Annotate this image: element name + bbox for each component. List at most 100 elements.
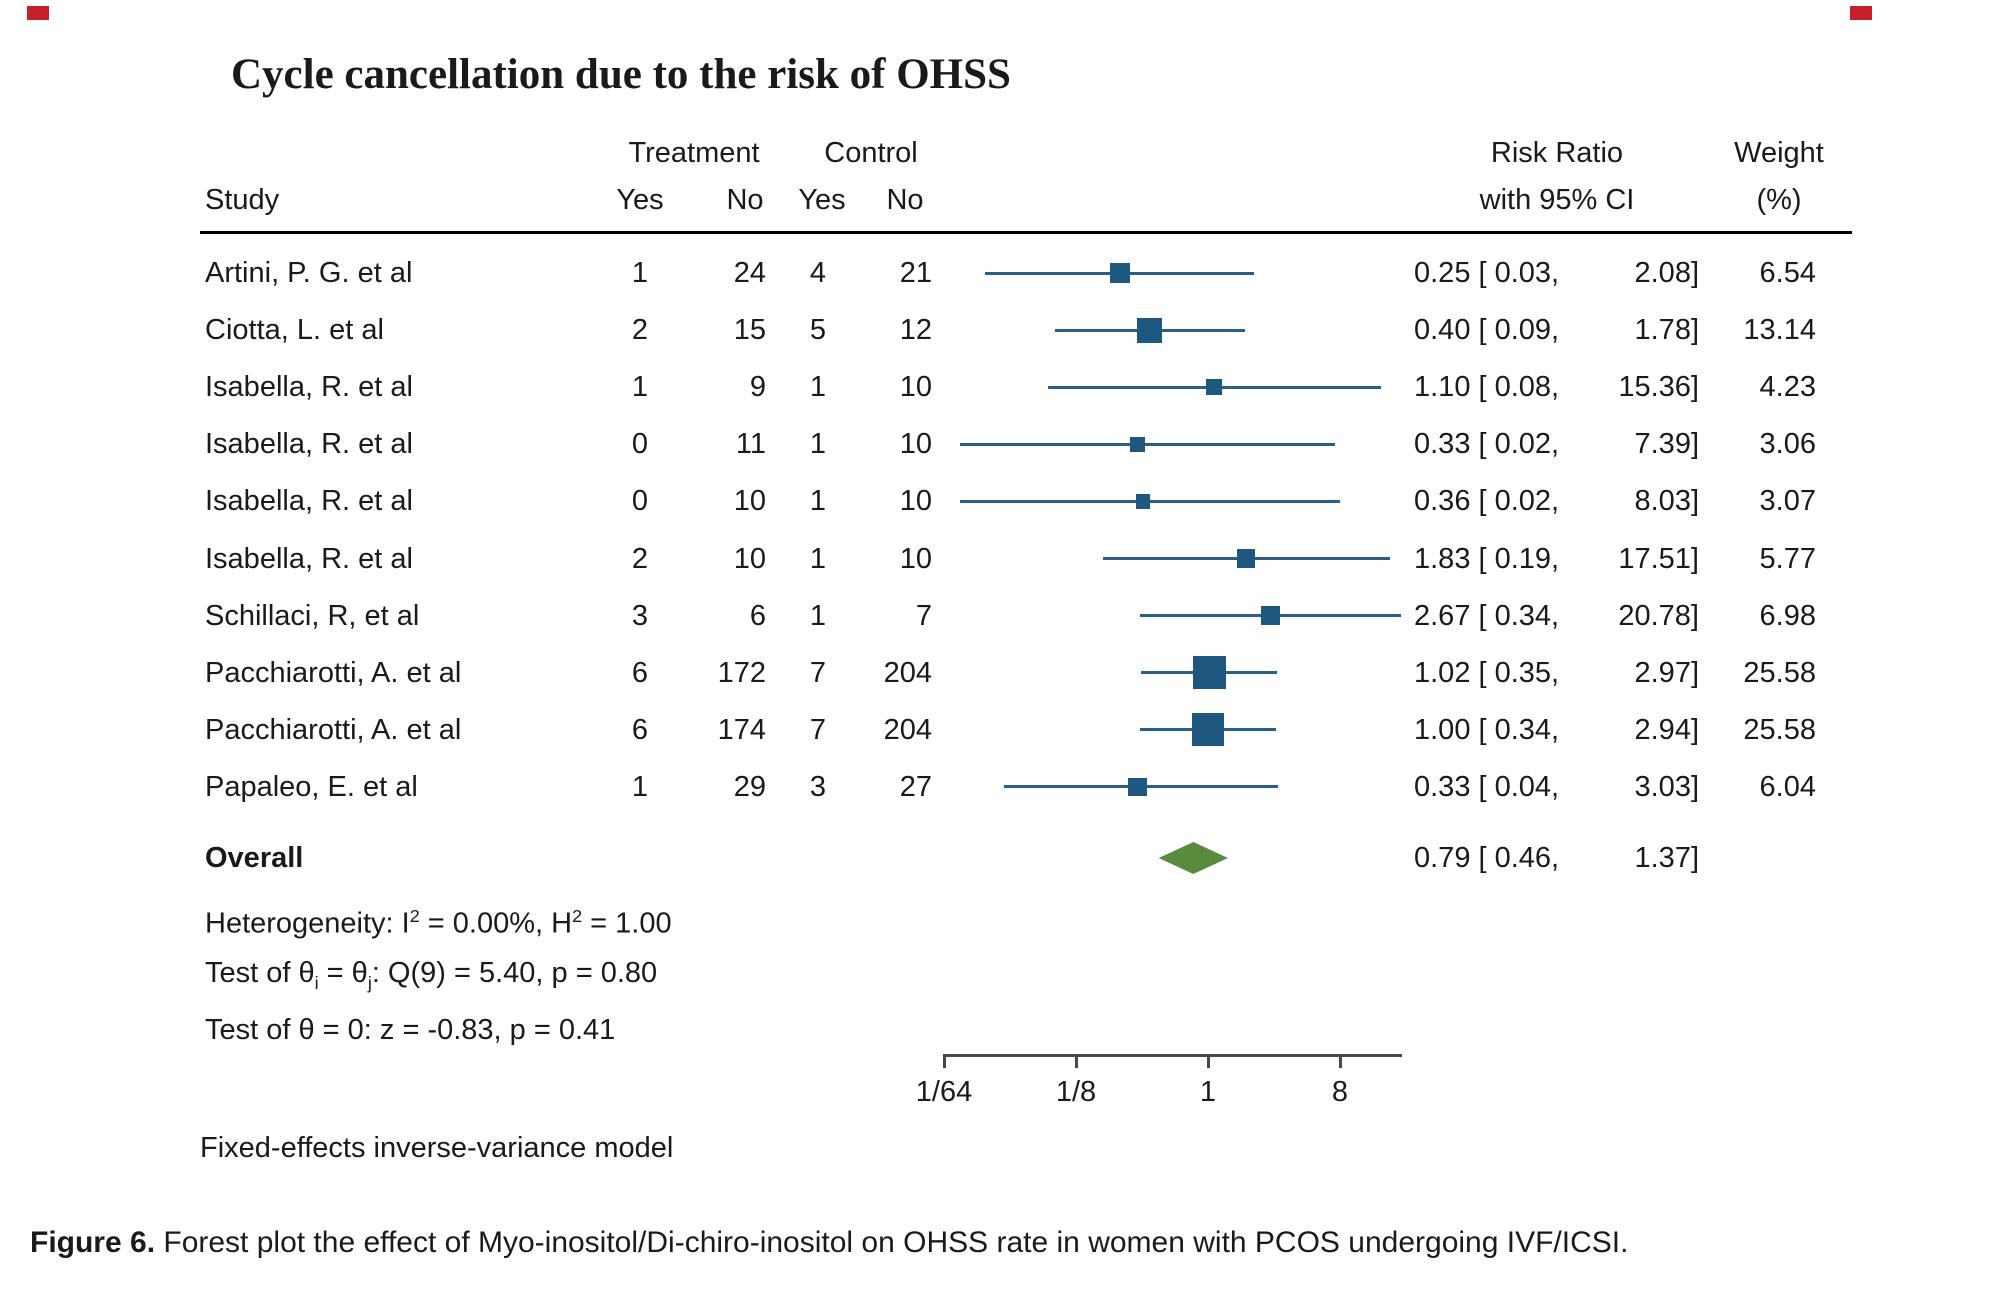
cell-rr_right: 8.03] xyxy=(1634,485,1700,518)
cell-t_yes: 6 xyxy=(631,713,648,746)
cell-c_no: 10 xyxy=(899,428,932,461)
axis-tick-label: 8 xyxy=(1331,1076,1349,1108)
cell-weight: 6.04 xyxy=(1759,770,1816,803)
overall-label: Overall xyxy=(205,842,304,874)
cell-c_yes: 3 xyxy=(809,770,826,803)
cell-weight: 25.58 xyxy=(1743,656,1816,689)
cell-t_yes: 1 xyxy=(631,371,648,404)
col-header-treatment-yes: Yes xyxy=(616,184,664,216)
cell-rr_right: 2.08] xyxy=(1634,257,1700,289)
table-row: Pacchiarotti, A. et al 6 172 7 204 1.02 [ 0.3… xyxy=(0,656,2000,690)
cell-c_yes: 7 xyxy=(809,713,826,746)
col-header-control: Control xyxy=(824,137,918,169)
cell-rr_left: 0.25 [ 0.03, xyxy=(1414,257,1560,289)
x-axis-line xyxy=(943,1054,1402,1057)
col-header-control-no: No xyxy=(886,184,924,216)
cell-t_no: 174 xyxy=(717,713,766,746)
cell-c_yes: 4 xyxy=(809,257,826,289)
cell-study: Artini, P. G. et al xyxy=(205,257,413,289)
cell-c_yes: 1 xyxy=(809,599,826,632)
col-header-treatment-no: No xyxy=(726,184,764,216)
effect-square xyxy=(1237,549,1256,568)
corner-marker-right xyxy=(1850,6,1872,20)
header-rule xyxy=(200,231,1852,234)
cell-study: Papaleo, E. et al xyxy=(205,770,418,803)
axis-tick xyxy=(1074,1054,1078,1068)
cell-c_no: 12 xyxy=(899,314,932,347)
col-header-risk-ratio: Risk Ratio xyxy=(1490,137,1624,169)
cell-t_no: 6 xyxy=(749,599,766,632)
table-row: Ciotta, L. et al 2 15 5 12 0.40 [ 0.09, 1.78] 1… xyxy=(0,313,2000,347)
cell-study: Isabella, R. et al xyxy=(205,542,413,575)
axis-tick xyxy=(942,1054,946,1068)
cell-t_no: 15 xyxy=(733,314,766,347)
cell-rr_left: 0.36 [ 0.02, xyxy=(1414,485,1560,518)
cell-rr_right: 1.78] xyxy=(1634,314,1700,347)
cell-t_no: 11 xyxy=(735,428,766,461)
cell-c_no: 204 xyxy=(883,713,932,746)
cell-t_no: 172 xyxy=(717,656,766,689)
axis-tick-label: 1 xyxy=(1199,1076,1217,1108)
cell-t_yes: 1 xyxy=(631,770,648,803)
figure-title: Cycle cancellation due to the risk of OH… xyxy=(231,51,1011,98)
overall-rr-estimate: 0.79 [ 0.46, xyxy=(1414,842,1560,874)
cell-weight: 4.23 xyxy=(1759,371,1816,404)
cell-c_yes: 1 xyxy=(809,485,826,518)
cell-weight: 6.54 xyxy=(1759,257,1816,289)
model-note: Fixed-effects inverse-variance model xyxy=(200,1132,674,1164)
cell-c_no: 27 xyxy=(899,770,932,803)
stat-line: Test of θi = θj: Q(9) = 5.40, p = 0.80 xyxy=(205,957,658,993)
cell-weight: 13.14 xyxy=(1743,314,1816,347)
cell-rr_left: 1.00 [ 0.34, xyxy=(1414,713,1560,746)
stat-line: Heterogeneity: I2 = 0.00%, H2 = 1.00 xyxy=(205,906,672,940)
cell-c_yes: 1 xyxy=(809,542,826,575)
cell-rr_left: 0.33 [ 0.02, xyxy=(1414,428,1560,461)
cell-study: Pacchiarotti, A. et al xyxy=(205,656,462,689)
cell-c_no: 10 xyxy=(899,485,932,518)
cell-rr_right: 2.97] xyxy=(1634,656,1700,689)
cell-c_yes: 1 xyxy=(809,371,826,404)
cell-rr_right: 2.94] xyxy=(1634,713,1700,746)
cell-t_yes: 3 xyxy=(631,599,648,632)
cell-rr_left: 1.10 [ 0.08, xyxy=(1414,371,1560,404)
cell-t_yes: 0 xyxy=(631,428,648,461)
cell-rr_left: 0.40 [ 0.09, xyxy=(1414,314,1560,347)
cell-weight: 6.98 xyxy=(1759,599,1816,632)
table-row: Isabella, R. et al 1 9 1 10 1.10 [ 0.08, 15.36… xyxy=(0,370,2000,404)
cell-rr_right: 17.51] xyxy=(1618,542,1699,575)
overall-row: Overall 0.79 [ 0.46, 1.37] xyxy=(0,841,2000,875)
cell-c_no: 7 xyxy=(915,599,932,632)
cell-c_no: 21 xyxy=(899,257,932,289)
cell-t_yes: 6 xyxy=(631,656,648,689)
cell-t_no: 10 xyxy=(733,542,766,575)
cell-weight: 3.07 xyxy=(1759,485,1816,518)
cell-t_no: 9 xyxy=(749,371,766,404)
table-row: Isabella, R. et al 0 11 1 10 0.33 [ 0.02, 7.39… xyxy=(0,427,2000,461)
stat-line: Test of θ = 0: z = -0.83, p = 0.41 xyxy=(205,1014,616,1046)
cell-rr_left: 1.83 [ 0.19, xyxy=(1414,542,1560,575)
col-header-with-ci: with 95% CI xyxy=(1479,184,1635,216)
overall-rr-upper: 1.37] xyxy=(1634,842,1700,874)
cell-study: Ciotta, L. et al xyxy=(205,314,384,347)
effect-square xyxy=(1137,317,1163,343)
table-row: Artini, P. G. et al 1 24 4 21 0.25 [ 0.03, 2.0… xyxy=(0,256,2000,290)
cell-rr_left: 0.33 [ 0.04, xyxy=(1414,770,1560,803)
cell-rr_right: 15.36] xyxy=(1618,371,1699,404)
cell-c_yes: 5 xyxy=(809,314,826,347)
cell-rr_left: 1.02 [ 0.35, xyxy=(1414,656,1560,689)
table-row: Papaleo, E. et al 1 29 3 27 0.33 [ 0.04, 3.03]… xyxy=(0,770,2000,804)
cell-t_yes: 2 xyxy=(631,314,648,347)
col-header-weight: Weight xyxy=(1734,137,1824,169)
corner-marker-left xyxy=(27,6,49,20)
cell-rr_right: 20.78] xyxy=(1618,599,1699,632)
axis-tick xyxy=(1338,1054,1342,1068)
cell-t_yes: 1 xyxy=(631,257,648,289)
col-header-study: Study xyxy=(205,184,280,216)
cell-c_yes: 1 xyxy=(809,428,826,461)
cell-c_no: 10 xyxy=(899,542,932,575)
table-row: Schillaci, R, et al 3 6 1 7 2.67 [ 0.34, 20.78… xyxy=(0,599,2000,633)
table-row: Isabella, R. et al 0 10 1 10 0.36 [ 0.02, 8.03… xyxy=(0,484,2000,518)
figure-caption: Figure 6. Forest plot the effect of Myo-… xyxy=(30,1226,1629,1259)
cell-c_no: 204 xyxy=(883,656,932,689)
cell-t_yes: 0 xyxy=(631,485,648,518)
